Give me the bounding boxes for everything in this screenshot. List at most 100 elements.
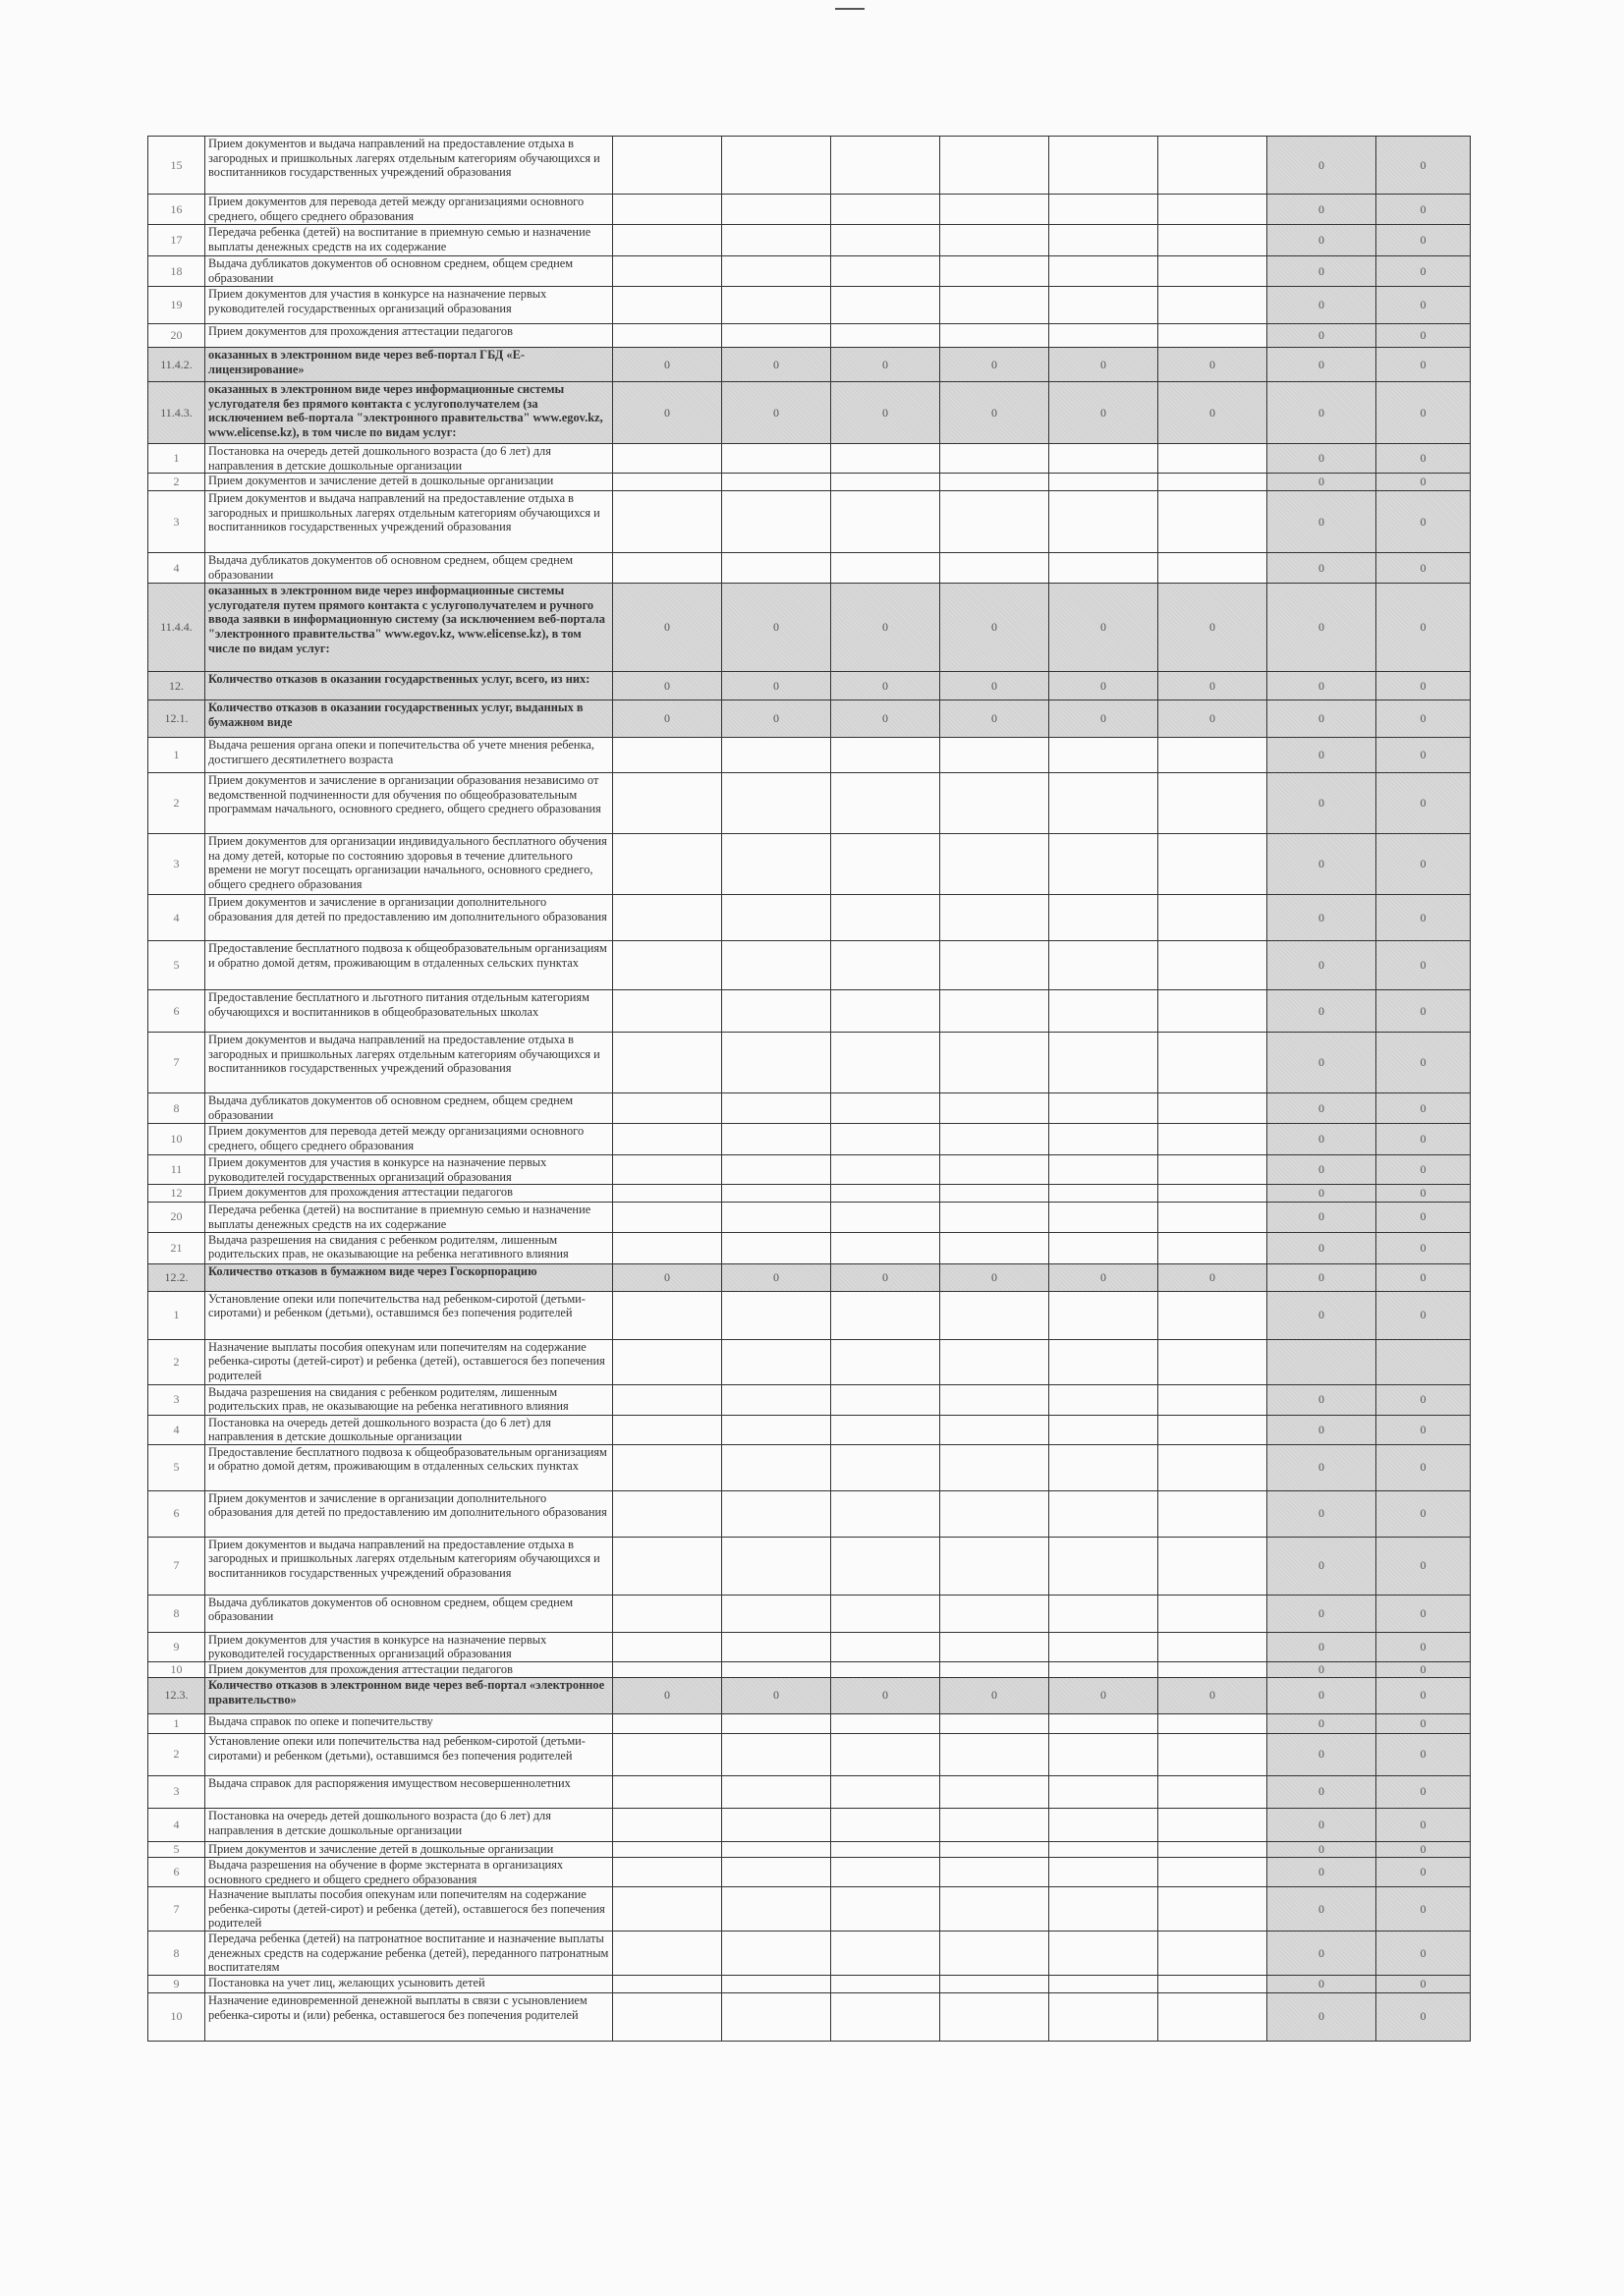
value-cell: 0 <box>1266 194 1376 225</box>
value-cell: 0 <box>1266 833 1376 896</box>
value-cell <box>721 1840 831 1858</box>
value-cell <box>830 255 940 287</box>
value-cell <box>1157 1732 1267 1776</box>
value-cell <box>1157 1660 1267 1678</box>
table-row: 10 Прием документов для перевода детей ме… <box>147 1123 1471 1156</box>
value-cell <box>939 1123 1049 1156</box>
services-statistics-table: 15 Прием документов и выдача направлений … <box>147 136 1471 2042</box>
value-cell <box>1157 1807 1267 1842</box>
service-name: Постановка на учет лиц, желающих усынови… <box>204 1974 613 1993</box>
value-cell: 0 <box>1157 1262 1267 1292</box>
value-cell <box>612 323 722 348</box>
value-cell: 0 <box>721 347 831 382</box>
value-cell <box>830 737 940 774</box>
value-cell <box>721 989 831 1034</box>
value-cell: 0 <box>1266 1184 1376 1204</box>
value-cell <box>612 1290 722 1340</box>
value-cell <box>1157 1856 1267 1888</box>
value-cell: 0 <box>1266 940 1376 991</box>
value-cell: 0 <box>1375 1594 1471 1633</box>
value-cell <box>830 772 940 835</box>
value-cell: 0 <box>1375 1974 1471 1993</box>
table-row: 6 Прием документов и зачисление в организ… <box>147 1489 1471 1538</box>
row-number: 12.3. <box>147 1676 205 1714</box>
service-name: Выдача разрешения на свидания с ребенком… <box>204 1231 613 1264</box>
value-cell <box>939 1774 1049 1809</box>
service-name: Прием документов и зачисление детей в до… <box>204 1840 613 1858</box>
value-cell <box>721 833 831 896</box>
row-number: 18 <box>147 255 205 287</box>
value-cell <box>1048 1774 1158 1809</box>
value-cell <box>612 1712 722 1734</box>
table-row: 4 Постановка на очередь детей дошкольного… <box>147 1414 1471 1445</box>
value-cell <box>612 442 722 475</box>
value-cell <box>939 552 1049 585</box>
section-header-row: 11.4.3. оказанных в электронном виде чере… <box>147 381 1471 444</box>
value-cell: 0 <box>612 583 722 673</box>
value-cell <box>939 737 1049 774</box>
value-cell <box>1048 989 1158 1034</box>
service-name: Прием документов и зачисление детей в до… <box>204 473 613 492</box>
row-number: 7 <box>147 1886 205 1932</box>
row-number: 1 <box>147 1290 205 1340</box>
value-cell <box>1048 323 1158 348</box>
value-cell <box>721 224 831 256</box>
value-cell: 0 <box>1157 700 1267 739</box>
value-cell: 0 <box>1266 1231 1376 1264</box>
value-cell <box>939 1856 1049 1888</box>
value-cell: 0 <box>1266 286 1376 324</box>
value-cell <box>830 1931 940 1976</box>
table-row: 4 Постановка на очередь детей дошкольного… <box>147 1807 1471 1842</box>
service-name: Предоставление бесплатного подвоза к общ… <box>204 1443 613 1491</box>
service-name: Установление опеки или попечительства на… <box>204 1290 613 1340</box>
service-name: Установление опеки или попечительства на… <box>204 1732 613 1776</box>
table-row: 8 Выдача дубликатов документов об основно… <box>147 1092 1471 1125</box>
value-cell: 0 <box>1375 1154 1471 1186</box>
value-cell <box>1157 1886 1267 1932</box>
value-cell: 0 <box>1375 473 1471 492</box>
value-cell <box>1157 989 1267 1034</box>
value-cell <box>939 1931 1049 1976</box>
value-cell <box>1048 1032 1158 1094</box>
value-cell <box>939 1383 1049 1416</box>
value-cell <box>830 224 940 256</box>
value-cell <box>721 1712 831 1734</box>
table-row: 1 Установление опеки или попечительства н… <box>147 1290 1471 1340</box>
value-cell <box>830 1712 940 1734</box>
value-cell <box>1157 1712 1267 1734</box>
value-cell <box>830 1123 940 1156</box>
value-cell: 0 <box>1375 1856 1471 1888</box>
value-cell: 0 <box>612 347 722 382</box>
value-cell <box>830 1594 940 1633</box>
value-cell: 0 <box>1266 224 1376 256</box>
value-cell <box>721 1154 831 1186</box>
value-cell <box>721 1991 831 2042</box>
value-cell <box>939 1594 1049 1633</box>
value-cell <box>939 1807 1049 1842</box>
value-cell <box>830 1154 940 1186</box>
value-cell: 0 <box>1375 737 1471 774</box>
value-cell: 0 <box>1157 1676 1267 1714</box>
value-cell <box>1048 1489 1158 1538</box>
value-cell: 0 <box>830 700 940 739</box>
value-cell: 0 <box>1266 1123 1376 1156</box>
value-cell: 0 <box>1375 552 1471 585</box>
value-cell: 0 <box>1375 1489 1471 1538</box>
value-cell <box>1048 1290 1158 1340</box>
value-cell: 0 <box>830 347 940 382</box>
value-cell: 0 <box>1375 1536 1471 1596</box>
value-cell: 0 <box>1266 1414 1376 1445</box>
value-cell: 0 <box>1375 671 1471 701</box>
value-cell <box>612 1338 722 1385</box>
value-cell <box>1157 552 1267 585</box>
value-cell <box>612 1931 722 1976</box>
value-cell: 0 <box>1266 894 1376 942</box>
value-cell: 0 <box>1266 136 1376 195</box>
value-cell <box>1157 1489 1267 1538</box>
value-cell <box>721 1886 831 1932</box>
value-cell <box>1048 1123 1158 1156</box>
value-cell <box>1157 1231 1267 1264</box>
row-number: 17 <box>147 224 205 256</box>
row-number: 1 <box>147 1712 205 1734</box>
value-cell <box>830 1032 940 1094</box>
